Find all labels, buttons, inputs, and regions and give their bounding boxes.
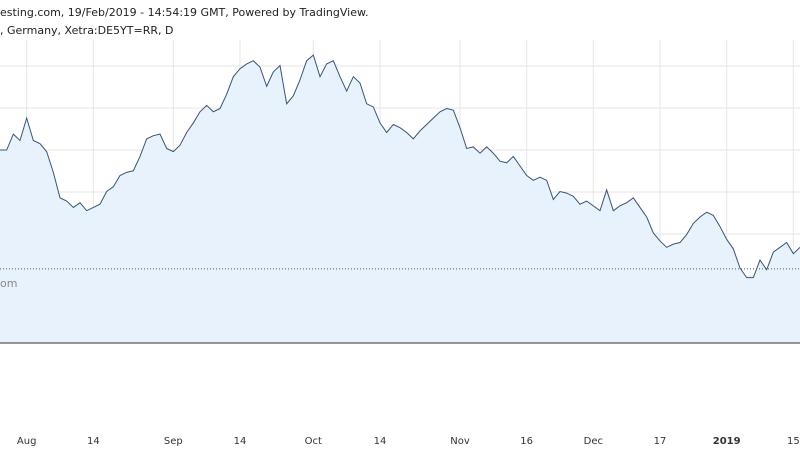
chart-symbol-line: , Germany, Xetra:DE5YT=RR, D: [0, 24, 174, 37]
price-area-fill: [0, 55, 800, 344]
x-tick-label: 2019: [713, 436, 741, 447]
x-tick-label: 14: [374, 436, 387, 447]
x-tick-label: Sep: [164, 436, 183, 447]
price-line: [0, 54, 800, 279]
x-tick-label: 15: [787, 436, 800, 447]
x-tick-label: Aug: [17, 436, 37, 447]
x-tick-label: 14: [87, 436, 100, 447]
chart-source-line: esting.com, 19/Feb/2019 - 14:54:19 GMT, …: [0, 6, 369, 19]
x-tick-label: 17: [654, 436, 667, 447]
x-tick-label: 16: [520, 436, 533, 447]
x-tick-label: 14: [234, 436, 247, 447]
x-tick-label: Dec: [584, 436, 603, 447]
x-axis-ticks: Aug14Sep14Oct14Nov16Dec17201915Feb1: [17, 436, 800, 447]
x-tick-label: Nov: [450, 436, 470, 447]
x-tick-label: Oct: [305, 436, 322, 447]
watermark-text: om: [0, 277, 17, 290]
